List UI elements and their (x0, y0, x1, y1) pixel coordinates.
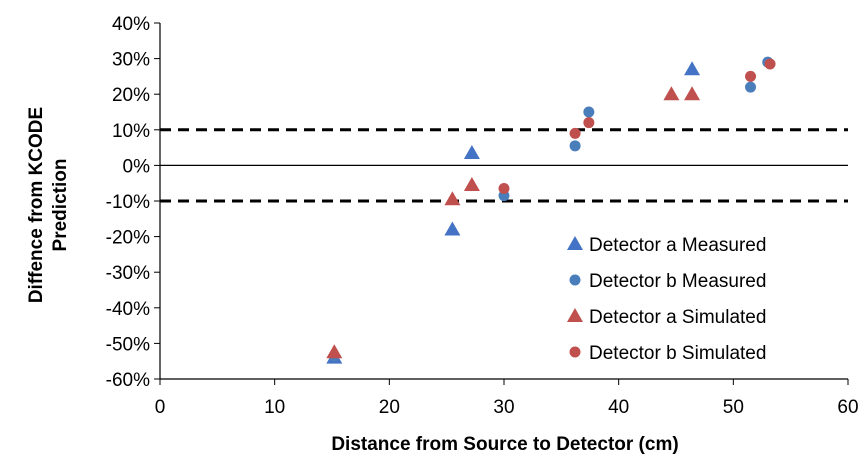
legend-label-detector-a-measured: Detector a Measured (589, 235, 766, 256)
legend-marker-detector-a-measured (567, 236, 583, 250)
x-tick-label: 40 (608, 397, 629, 418)
detector-b-simulated-point (569, 127, 581, 139)
x-tick-label: 50 (723, 397, 744, 418)
y-tick-label: -30% (106, 263, 150, 284)
detector-a-measured-point (684, 61, 701, 76)
y-tick-label: 30% (112, 50, 150, 71)
detector-b-simulated-point (498, 183, 510, 195)
y-axis-title: Diffence from KCODE Prediction (26, 107, 71, 303)
x-axis-ticks: 0 10 20 30 40 50 60 (155, 379, 859, 418)
legend-label-detector-b-measured: Detector b Measured (589, 271, 766, 292)
y-tick-label: -50% (106, 334, 150, 355)
legend-marker-detector-a-simulated (567, 308, 583, 322)
detector-a-simulated-point (663, 86, 680, 101)
detector-b-simulated-point (764, 58, 776, 70)
legend: Detector a Measured Detector b Measured De… (567, 235, 766, 364)
detector-b-measured-point (583, 106, 595, 118)
legend-marker-detector-b-simulated (569, 346, 581, 358)
y-tick-label: -20% (106, 228, 150, 249)
y-tick-label: 40% (112, 14, 150, 35)
legend-label-detector-a-simulated: Detector a Simulated (589, 307, 766, 328)
x-axis-title: Distance from Source to Detector (cm) (331, 434, 678, 455)
y-tick-label: -10% (106, 192, 150, 213)
detector-a-simulated-point (463, 176, 480, 191)
x-tick-label: 60 (837, 397, 858, 418)
detector-a-measured-point (463, 144, 480, 159)
detector-b-measured-point (745, 81, 757, 93)
x-tick-label: 20 (379, 397, 400, 418)
y-axis-title-line-1: Diffence from KCODE (26, 107, 47, 303)
detector-a-simulated-point (444, 191, 461, 206)
legend-marker-detector-b-measured (569, 274, 581, 286)
y-axis-ticks: 40% 30% 20% 10% 0% -10% -20% -30% -40% -50% -60% (106, 14, 160, 391)
y-tick-label: 10% (112, 121, 150, 142)
y-tick-label: -60% (106, 370, 150, 391)
x-tick-label: 10 (264, 397, 285, 418)
x-tick-label: 30 (493, 397, 514, 418)
detector-a-simulated-point (326, 344, 343, 359)
x-tick-label: 0 (155, 397, 166, 418)
detector-b-simulated-point (745, 70, 757, 82)
y-axis-title-line-2: Prediction (50, 159, 71, 252)
y-tick-label: -40% (106, 299, 150, 320)
detector-b-measured-point (569, 140, 581, 152)
detector-b-simulated-point (583, 117, 595, 129)
detector-a-measured-point (444, 221, 461, 236)
y-tick-label: 0% (123, 156, 151, 177)
legend-label-detector-b-simulated: Detector b Simulated (589, 343, 766, 364)
data-points (326, 56, 776, 364)
detector-a-simulated-point (684, 86, 701, 101)
y-tick-label: 20% (112, 85, 150, 106)
